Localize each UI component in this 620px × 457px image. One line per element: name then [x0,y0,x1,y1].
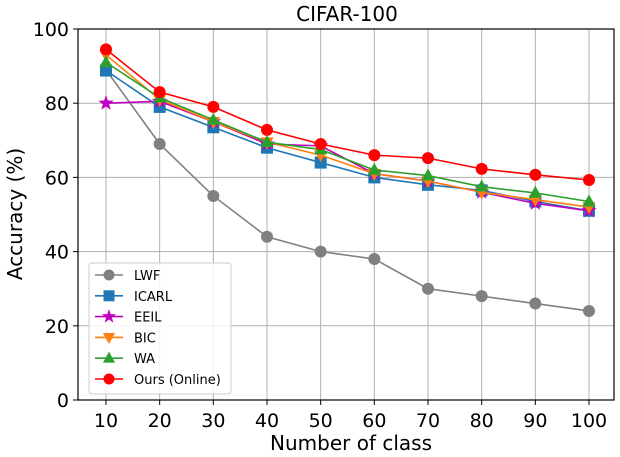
series-line-bic [105,54,590,208]
legend-entry-lwf: LWF [95,269,160,284]
legend-marker-wa [102,351,116,363]
x-tick-label: 80 [470,410,494,432]
data-point-lwf [583,304,595,317]
x-axis-label: Number of class [270,431,432,455]
data-point-bic [528,194,542,207]
chart-title: CIFAR-100 [296,2,398,26]
x-tick-label: 100 [571,410,607,432]
legend-marker-lwf [103,269,115,281]
y-tick-label: 40 [45,242,69,264]
legend-entry-ours-online: Ours (Online) [95,373,221,388]
data-point-icarl [314,156,327,169]
y-tick-label: 100 [33,19,69,41]
data-point-lwf [475,290,488,303]
y-tick-label: 0 [57,390,69,412]
legend-box [88,262,232,395]
series-wa [99,55,596,207]
legend-label-ours-online: Ours (Online) [134,373,221,388]
data-point-ours-online [368,149,381,162]
x-tick-label: 70 [416,410,440,432]
legend-marker-ours-online [103,373,115,385]
data-point-wa [367,162,381,175]
data-point-ours-online [153,86,166,99]
series-line-lwf [105,69,590,312]
legend-entry-eeil: EEIL [95,309,162,326]
legend-label-wa: WA [134,352,155,367]
data-point-lwf [422,282,434,295]
data-point-ours-online [207,100,220,113]
data-point-lwf [153,138,166,151]
series-lwf [100,63,595,317]
legend-marker-eeil [101,309,117,323]
data-point-ours-online [475,162,488,175]
series-ours-online [100,43,595,186]
data-point-wa [206,112,220,125]
data-point-lwf [368,253,381,266]
data-point-ours-online [422,152,434,165]
x-tick-label: 30 [201,410,225,432]
legend-entry-icarl: ICARL [95,290,173,305]
data-point-wa [475,179,489,192]
data-point-lwf [314,245,327,258]
series-line-wa [105,61,590,203]
data-point-lwf [207,189,220,202]
y-tick-label: 80 [45,93,69,115]
data-point-wa [260,134,274,147]
data-point-ours-online [314,138,327,151]
legend-entry-bic: BIC [95,331,156,346]
y-tick-label: 20 [45,316,69,338]
legend: LWF ICARL EEIL BIC WA Ours (Online) [88,262,232,395]
data-point-ours-online [529,168,542,181]
y-axis-label: Accuracy (%) [3,148,27,280]
data-point-wa [421,168,435,181]
data-point-eeil [98,95,114,110]
legend-label-bic: BIC [134,331,156,346]
data-point-lwf [529,297,542,310]
x-tick-label: 60 [362,410,386,432]
legend-marker-icarl [103,290,115,302]
data-point-ours-online [261,123,273,136]
legend-label-lwf: LWF [134,269,160,284]
tick-layer: 10 20 30 40 50 60 70 80 90 100 0 20 40 60 80 100 [33,19,607,432]
data-point-wa [528,185,542,198]
legend-marker-bic [102,333,116,344]
data-point-wa [99,55,113,68]
y-tick-label: 60 [45,167,69,189]
legend-label-eeil: EEIL [134,311,162,326]
x-tick-label: 10 [94,410,118,432]
plot-frame [77,28,615,401]
legend-entry-wa: WA [95,351,155,367]
x-tick-label: 50 [309,410,333,432]
data-point-icarl [100,64,112,77]
data-point-ours-online [583,173,595,186]
legend-label-icarl: ICARL [134,290,173,305]
series-line-ours-online [105,48,590,181]
x-tick-label: 90 [523,410,547,432]
series-layer [98,43,597,317]
x-tick-label: 20 [148,410,172,432]
data-point-ours-online [100,43,112,56]
x-tick-label: 40 [255,410,279,432]
data-point-wa [582,194,596,207]
data-point-lwf [261,230,273,243]
